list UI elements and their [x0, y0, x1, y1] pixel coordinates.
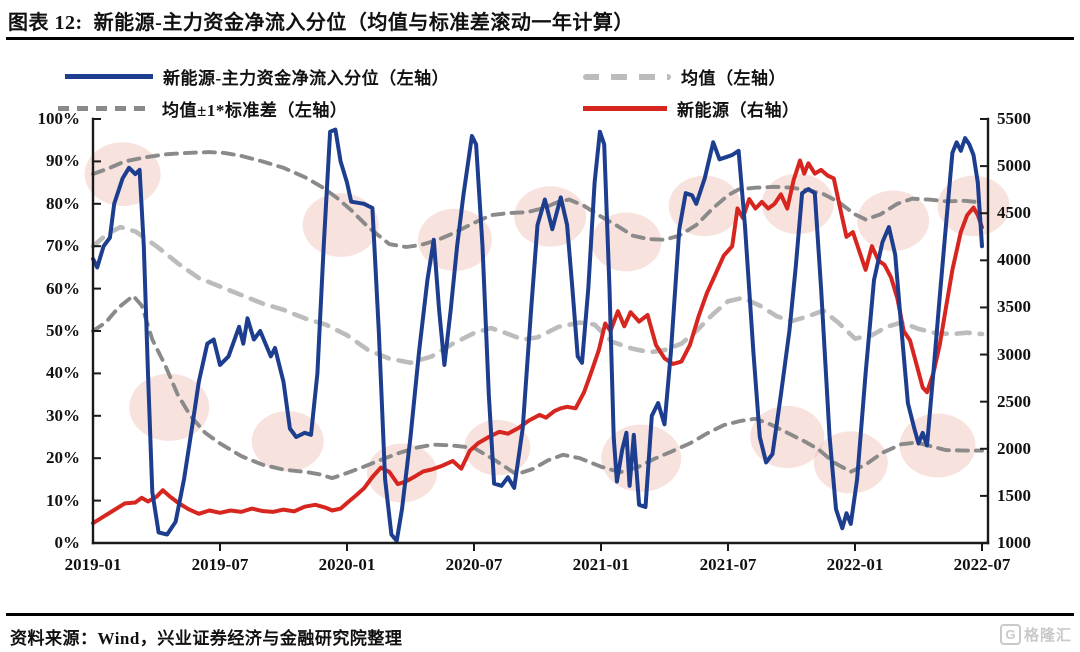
- x-axis-label: 2020-01: [318, 555, 376, 574]
- y-axis-label-right: 4000: [997, 250, 1031, 270]
- logo-g-icon: G: [999, 624, 1021, 645]
- x-axis-label: 2019-07: [191, 555, 249, 574]
- y-axis-label-right: 3000: [997, 344, 1031, 364]
- highlight-circle: [813, 431, 888, 494]
- legend-item-newenergy: 新能源（右轴）: [583, 96, 800, 121]
- highlight-circle: [464, 419, 531, 476]
- y-axis-label-left: 10%: [46, 490, 80, 510]
- y-axis-label-left: 100%: [37, 109, 81, 128]
- legend-label: 新能源（右轴）: [677, 101, 800, 120]
- highlight-circle: [899, 413, 976, 478]
- series-right-line: [91, 158, 984, 526]
- logo-text: 格隆汇: [1023, 628, 1072, 644]
- y-axis-label-right: 2000: [997, 438, 1031, 458]
- dark-dash-marker-icon: [58, 106, 152, 111]
- highlight-circle: [251, 411, 324, 472]
- y-axis-label-left: 90%: [46, 151, 80, 171]
- y-axis-label-left: 30%: [46, 405, 80, 425]
- legend-label: 新能源-主力资金净流入分位（左轴）: [163, 69, 450, 88]
- x-axis-label: 2021-07: [699, 555, 757, 574]
- figure-title: 新能源-主力资金净流入分位（均值与标准差滚动一年计算）: [93, 12, 634, 34]
- series-left-line: [90, 224, 985, 366]
- legend-item-band: 均值±1*标准差（左轴）: [58, 96, 347, 121]
- y-axis-label-right: 4500: [997, 203, 1031, 223]
- y-axis-label-left: 0%: [54, 533, 81, 552]
- series-left-line: [91, 127, 984, 543]
- highlight-circle: [302, 193, 379, 257]
- y-axis-label-left: 40%: [46, 363, 80, 383]
- y-axis-label-left: 20%: [46, 448, 80, 468]
- y-axis-label-right: 1500: [997, 485, 1031, 505]
- x-axis-label: 2019-01: [64, 555, 122, 574]
- y-axis-label-right: 3500: [997, 297, 1031, 317]
- legend-item-percentile: 新能源-主力资金净流入分位（左轴）: [65, 64, 449, 89]
- legend-label: 均值±1*标准差（左轴）: [162, 101, 348, 120]
- y-axis-label-left: 50%: [46, 321, 80, 340]
- x-axis-label: 2020-07: [445, 555, 503, 574]
- footer-divider: [6, 613, 1074, 616]
- x-axis-label: 2022-01: [826, 555, 884, 574]
- y-axis-label-left: 60%: [46, 278, 80, 298]
- source-note: 资料来源：Wind，兴业证券经济与金融研究院整理: [10, 629, 403, 648]
- legend-label: 均值（左轴）: [681, 69, 786, 88]
- y-axis-label-right: 5000: [997, 156, 1031, 176]
- red-line-marker-icon: [583, 106, 667, 111]
- gelonghui-logo: G 格隆汇: [999, 624, 1072, 645]
- y-axis-label-right: 1000: [997, 533, 1031, 552]
- legend-item-mean: 均值（左轴）: [583, 64, 786, 89]
- highlight-circle: [750, 405, 825, 469]
- title-divider: [6, 37, 1074, 40]
- y-axis-label-right: 5500: [997, 109, 1031, 128]
- figure-number: 图表 12:: [8, 12, 83, 34]
- blue-line-marker-icon: [65, 74, 153, 79]
- y-axis-label-right: 2500: [997, 391, 1031, 411]
- x-axis-label: 2021-01: [572, 555, 630, 574]
- y-axis-label-left: 80%: [46, 193, 80, 213]
- y-axis-label-left: 70%: [46, 236, 80, 256]
- highlight-circle: [591, 212, 662, 272]
- page-title: 图表 12: 新能源-主力资金净流入分位（均值与标准差滚动一年计算）: [8, 6, 1072, 35]
- highlight-circle: [668, 175, 741, 237]
- gray-dash-marker-icon: [583, 73, 671, 80]
- highlight-circle: [601, 424, 682, 492]
- x-axis-label: 2022-07: [953, 555, 1011, 574]
- highlight-circle: [857, 190, 930, 251]
